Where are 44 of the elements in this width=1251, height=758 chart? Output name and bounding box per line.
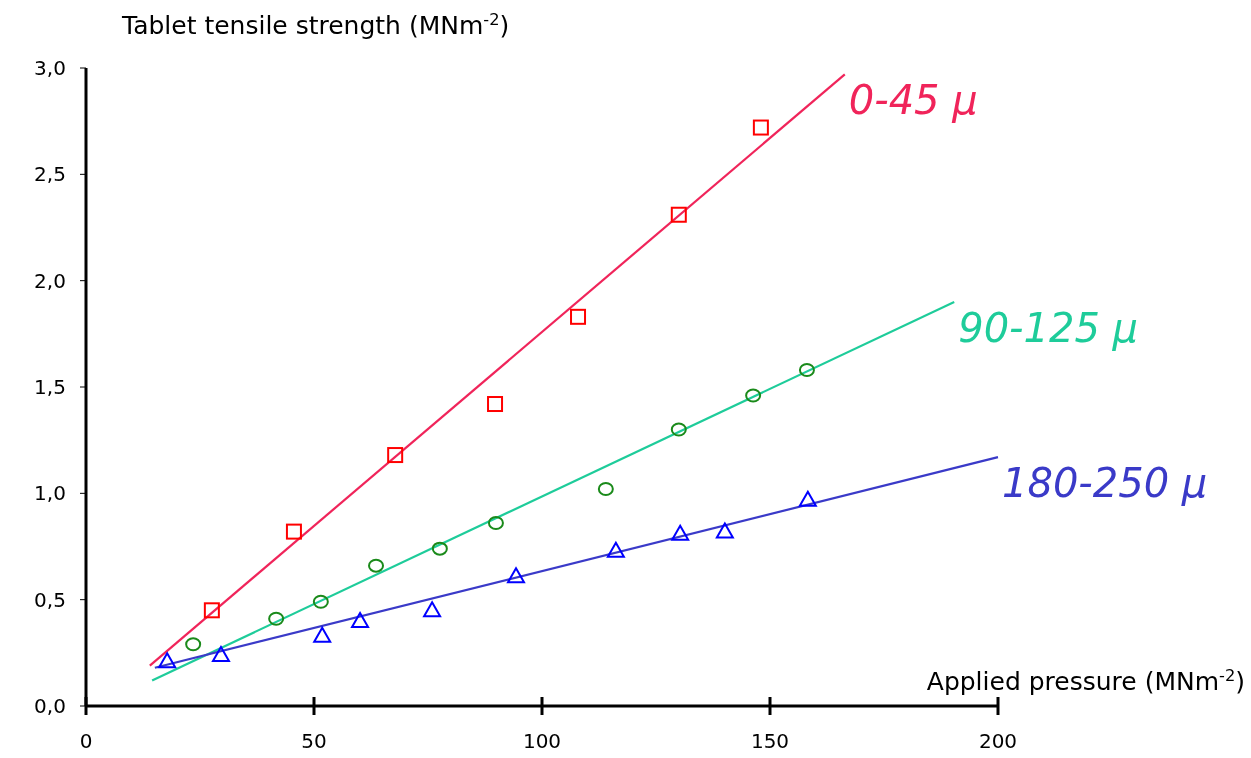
point xyxy=(745,388,762,403)
point xyxy=(268,611,285,626)
point xyxy=(606,541,625,558)
x-tick-label: 200 xyxy=(978,729,1018,753)
y-tick-label: 0,5 xyxy=(34,587,66,612)
series-label: 0-45 μ xyxy=(848,77,978,124)
y-tick-label: 1,5 xyxy=(34,375,66,399)
point xyxy=(368,558,385,573)
point xyxy=(387,447,404,464)
point xyxy=(211,645,230,662)
point xyxy=(597,482,614,497)
y-tick-label: 2,0 xyxy=(34,268,66,293)
point xyxy=(798,490,817,507)
point xyxy=(312,594,329,609)
series-label: 180-250 μ xyxy=(1002,460,1208,507)
point xyxy=(715,522,734,539)
point xyxy=(752,119,769,136)
point xyxy=(203,602,220,619)
point xyxy=(798,362,815,377)
point xyxy=(158,652,177,669)
point xyxy=(423,601,442,618)
x-tick-label: 150 xyxy=(750,729,790,753)
point xyxy=(487,516,504,531)
point xyxy=(487,396,504,413)
point xyxy=(570,308,587,325)
x-axis-title: Applied pressure (MNm$^{-2}$) xyxy=(926,665,1245,696)
y-axis-title: Tablet tensile strength (MNm$^{-2}$) xyxy=(121,9,510,40)
x-tick-label: 100 xyxy=(522,729,562,753)
x-tick-label: 50 xyxy=(301,729,327,753)
y-tick-label: 3,0 xyxy=(34,56,66,80)
point xyxy=(351,611,370,628)
x-tick-label: 0 xyxy=(79,729,93,753)
point xyxy=(507,567,526,584)
series-label: 90-125 μ xyxy=(958,304,1139,351)
y-tick-label: 1,0 xyxy=(34,481,66,506)
point xyxy=(670,206,687,223)
point xyxy=(431,541,448,556)
point xyxy=(313,626,332,643)
point xyxy=(671,524,690,541)
y-tick-label: 2,5 xyxy=(34,162,66,187)
y-tick-label: 0,0 xyxy=(34,694,66,718)
point xyxy=(185,637,202,652)
point xyxy=(285,523,302,540)
point xyxy=(670,422,687,437)
